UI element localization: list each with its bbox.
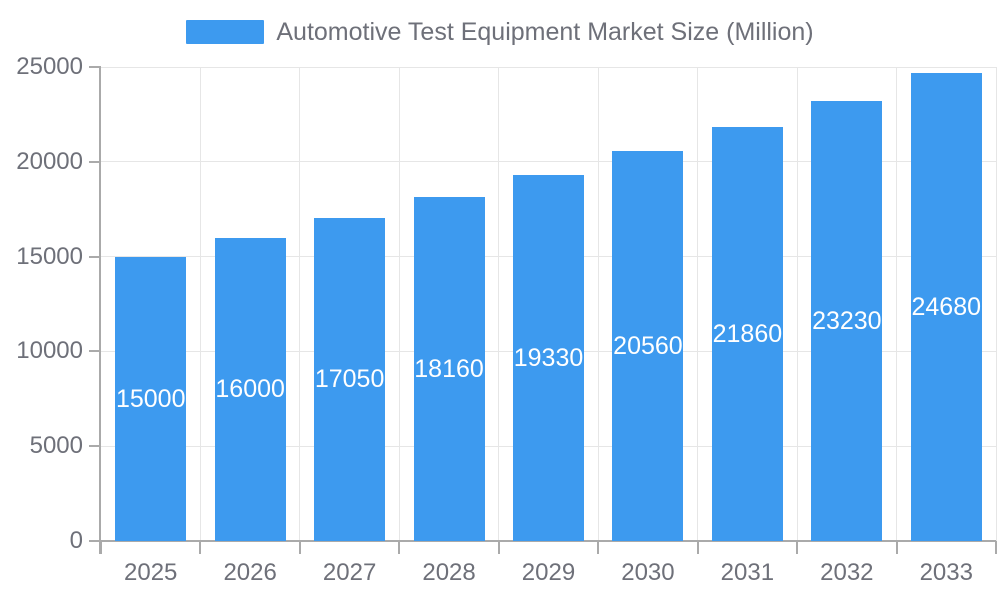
x-axis-tick-label: 2031 bbox=[720, 559, 775, 586]
x-axis-tick-label: 2029 bbox=[521, 559, 576, 586]
y-axis-tick bbox=[89, 66, 101, 68]
legend-label: Automotive Test Equipment Market Size (M… bbox=[276, 18, 814, 46]
bar-value-label: 23230 bbox=[812, 306, 882, 335]
x-axis-line bbox=[90, 540, 996, 542]
y-axis-tick-label: 15000 bbox=[16, 242, 83, 270]
x-axis-tick bbox=[497, 541, 500, 554]
bar[interactable] bbox=[612, 151, 684, 541]
bar-value-label: 18160 bbox=[414, 354, 484, 383]
y-axis-tick-label: 20000 bbox=[16, 147, 83, 175]
bar-value-label: 21860 bbox=[712, 319, 783, 348]
x-gridline bbox=[995, 67, 997, 541]
y-axis-tick-label: 5000 bbox=[29, 432, 83, 460]
bar[interactable] bbox=[811, 100, 883, 541]
bar-value-label: 15000 bbox=[115, 384, 186, 413]
y-axis-tick-label: 10000 bbox=[16, 337, 83, 365]
x-axis-tick bbox=[995, 541, 997, 554]
legend-swatch-icon bbox=[186, 20, 265, 44]
y-gridline bbox=[101, 161, 996, 163]
x-axis-tick-label: 2033 bbox=[919, 559, 973, 586]
x-axis-tick-label: 2026 bbox=[223, 559, 277, 586]
bar[interactable] bbox=[910, 73, 982, 541]
bar-value-label: 24680 bbox=[911, 293, 982, 322]
y-axis-tick bbox=[89, 445, 101, 448]
bar[interactable] bbox=[214, 237, 286, 541]
y-axis-tick bbox=[89, 255, 101, 258]
y-axis-tick bbox=[89, 160, 101, 163]
bar[interactable] bbox=[115, 256, 187, 541]
bar[interactable] bbox=[314, 217, 386, 541]
x-gridline bbox=[697, 67, 699, 541]
bar-value-label: 19330 bbox=[513, 343, 584, 372]
y-gridline bbox=[101, 66, 996, 68]
x-axis-tick-label: 2027 bbox=[322, 559, 377, 586]
x-axis-tick bbox=[696, 541, 699, 554]
y-axis-tick bbox=[89, 350, 101, 353]
x-gridline bbox=[597, 67, 599, 541]
bar-value-label: 20560 bbox=[613, 332, 683, 361]
y-axis-tick-label: 0 bbox=[69, 527, 83, 554]
x-gridline bbox=[199, 67, 201, 541]
x-gridline bbox=[299, 67, 301, 541]
bar[interactable] bbox=[711, 126, 783, 541]
x-gridline bbox=[896, 67, 898, 541]
bar-value-label: 17050 bbox=[314, 365, 385, 394]
x-axis-tick bbox=[796, 541, 799, 554]
bar[interactable] bbox=[513, 174, 584, 541]
x-axis-tick-label: 2028 bbox=[422, 559, 476, 586]
x-axis-tick bbox=[398, 541, 401, 554]
x-axis-tick bbox=[895, 541, 898, 554]
x-axis-tick bbox=[100, 541, 102, 554]
y-axis-line bbox=[99, 67, 101, 554]
y-axis-tick-label: 25000 bbox=[16, 53, 83, 80]
x-axis-tick-label: 2030 bbox=[621, 559, 675, 586]
bar[interactable] bbox=[413, 196, 485, 541]
x-axis-tick bbox=[199, 541, 202, 554]
x-axis-tick-label: 2032 bbox=[820, 559, 874, 586]
chart-legend[interactable]: Automotive Test Equipment Market Size (M… bbox=[0, 16, 1000, 48]
x-axis-tick bbox=[597, 541, 600, 554]
x-gridline bbox=[796, 67, 798, 541]
y-axis-tick bbox=[89, 540, 101, 542]
x-gridline bbox=[398, 67, 400, 541]
x-gridline bbox=[498, 67, 500, 541]
x-axis-tick bbox=[298, 541, 301, 554]
bar-value-label: 16000 bbox=[215, 375, 285, 404]
x-axis-tick-label: 2025 bbox=[124, 559, 178, 586]
